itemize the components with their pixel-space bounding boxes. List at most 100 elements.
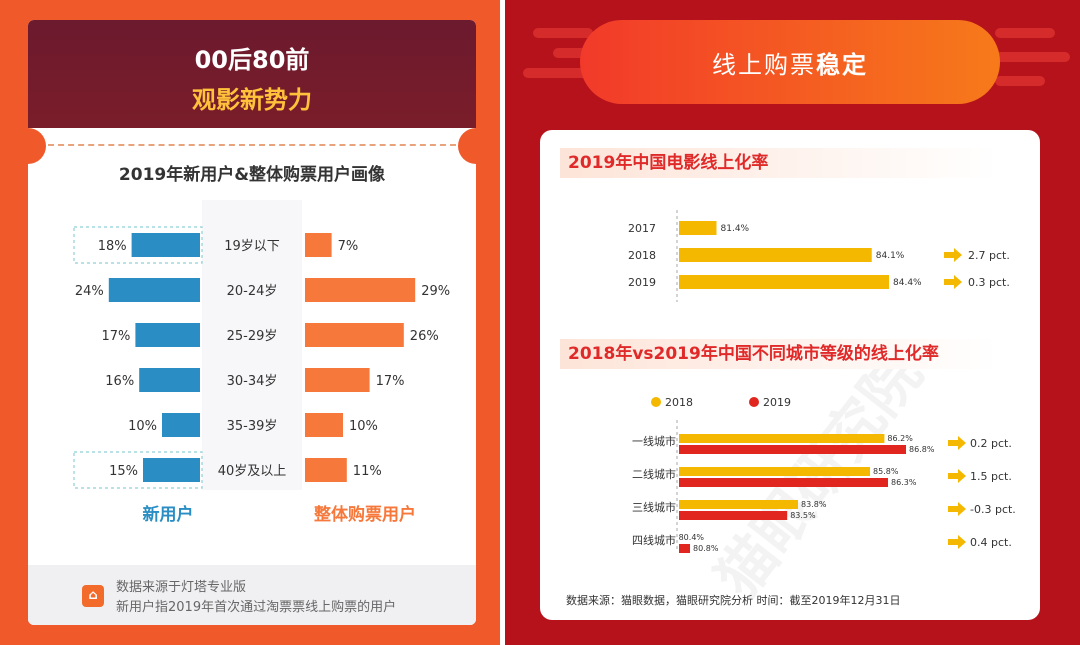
value-label: 80.8% [693,544,719,553]
lighthouse-icon: ⌂ [82,585,104,607]
ticket-notch-left [28,128,46,164]
value-label: 85.8% [873,467,899,476]
section2-title: 2018年vs2019年中国不同城市等级的线上化率 [560,339,998,369]
header-pill: 线上购票稳定 [580,20,1000,104]
value-label: 86.2% [887,434,913,443]
bar-new-user [162,413,200,437]
category-label: 20-24岁 [227,284,278,299]
header-title-prefix: 线上购票 [712,51,816,79]
value-label: 86.8% [909,445,935,454]
bar-2018 [679,467,870,476]
bar-new-user [131,233,200,257]
value-label: 83.5% [790,511,816,520]
online-rate-charts: 2017 81.4% 2018 84.1% 2.7 pct. 2019 84.4% 0.3 p… [628,210,1016,553]
category-column-bg [202,200,302,490]
bar-2019 [679,511,788,520]
arrow-icon [948,502,966,516]
change-label: 1.5 pct. [970,470,1012,483]
left-card: 00后80前 观影新势力 2019年新用户&整体购票用户画像 18% 19岁以下 7%… [28,20,476,625]
header-title-line2: 观影新势力 [192,86,312,114]
value-label: 80.4% [679,533,705,542]
deco-stripe [995,28,1055,38]
bar-online-rate [679,221,717,235]
label-all-user: 26% [410,329,439,344]
left-header: 00后80前 观影新势力 [28,20,476,128]
city-tier-label: 二线城市 [632,467,676,481]
bar-all-user [305,413,343,437]
change-label: 0.4 pct. [970,536,1012,549]
chart-title: 2019年新用户&整体购票用户画像 [119,164,386,185]
value-label: 84.4% [893,278,922,288]
deco-stripe [995,76,1045,86]
label-new-user: 15% [109,464,138,479]
change-label: 2.7 pct. [968,249,1010,262]
ticket-notch-right [458,128,476,164]
bar-online-rate [679,248,872,262]
arrow-icon [948,469,966,483]
value-label: 86.3% [891,478,917,487]
highlight-box [73,226,203,264]
city-tier-label: 一线城市 [632,434,676,448]
bar-new-user [143,458,200,482]
right-panel: 线上购票稳定 猫眼研究院 2019年中国电影线上化率 2018年vs2019年中… [505,0,1080,645]
legend-all-user: 整体购票用户 [314,504,416,525]
arrow-icon [948,436,966,450]
section1-title: 2019年中国电影线上化率 [560,148,998,178]
bar-2019 [679,544,690,553]
category-label: 40岁及以上 [218,464,287,479]
value-label: 84.1% [876,251,905,261]
legend-2019-label: 2019 [763,396,791,409]
arrow-icon [944,275,962,289]
bar-2019 [679,445,906,454]
bar-new-user [135,323,200,347]
bar-online-rate [679,275,889,289]
bar-all-user [305,323,404,347]
arrow-icon [944,248,962,262]
right-card: 猫眼研究院 2019年中国电影线上化率 2018年vs2019年中国不同城市等级… [540,130,1040,620]
bar-all-user [305,233,332,257]
bar-all-user [305,278,416,302]
source-line2: 新用户指2019年首次通过淘票票线上购票的用户 [116,600,397,615]
arrow-icon [948,535,966,549]
label-new-user: 17% [101,329,130,344]
age-profile-chart: 2019年新用户&整体购票用户画像 18% 19岁以下 7% 24% 20-24岁 29% 1… [73,164,450,525]
header-title-line1: 00后80前 [194,46,310,74]
source-line1: 数据来源于灯塔专业版 [116,580,247,595]
label-all-user: 7% [338,239,359,254]
label-all-user: 29% [421,284,450,299]
category-label: 25-29岁 [227,329,278,344]
year-label: 2018 [628,249,656,262]
bar-2018 [679,434,885,443]
year-label: 2017 [628,222,656,235]
label-all-user: 11% [353,464,382,479]
highlight-box [73,451,203,489]
category-label: 19岁以下 [224,239,280,254]
deco-stripe [995,52,1070,62]
category-label: 35-39岁 [227,419,278,434]
source-footer: ⌂ 数据来源于灯塔专业版 新用户指2019年首次通过淘票票线上购票的用户 [28,565,476,625]
year-label: 2019 [628,276,656,289]
deco-stripe [523,68,593,78]
bar-new-user [139,368,200,392]
city-tier-label: 四线城市 [632,533,676,547]
bar-2019 [679,478,888,487]
header-title: 线上购票稳定 [580,45,1000,80]
legend-2019-dot [749,397,759,407]
legend-new-user: 新用户 [143,504,194,525]
city-tier-label: 三线城市 [632,500,676,514]
change-label: 0.2 pct. [970,437,1012,450]
value-label: 81.4% [721,224,750,234]
source-note: 数据来源：猫眼数据，猫眼研究院分析 时间：截至2019年12月31日 [566,594,901,607]
left-panel: 00后80前 观影新势力 2019年新用户&整体购票用户画像 18% 19岁以下 7%… [0,0,500,645]
bar-all-user [305,458,347,482]
ticket-perforation [48,144,456,146]
change-label: 0.3 pct. [968,276,1010,289]
bar-2018 [679,500,798,509]
bar-all-user [305,368,370,392]
label-all-user: 17% [376,374,405,389]
label-new-user: 16% [105,374,134,389]
deco-stripe [533,28,593,38]
legend-2018-label: 2018 [665,396,693,409]
deco-stripe [553,48,593,58]
bar-new-user [108,278,200,302]
